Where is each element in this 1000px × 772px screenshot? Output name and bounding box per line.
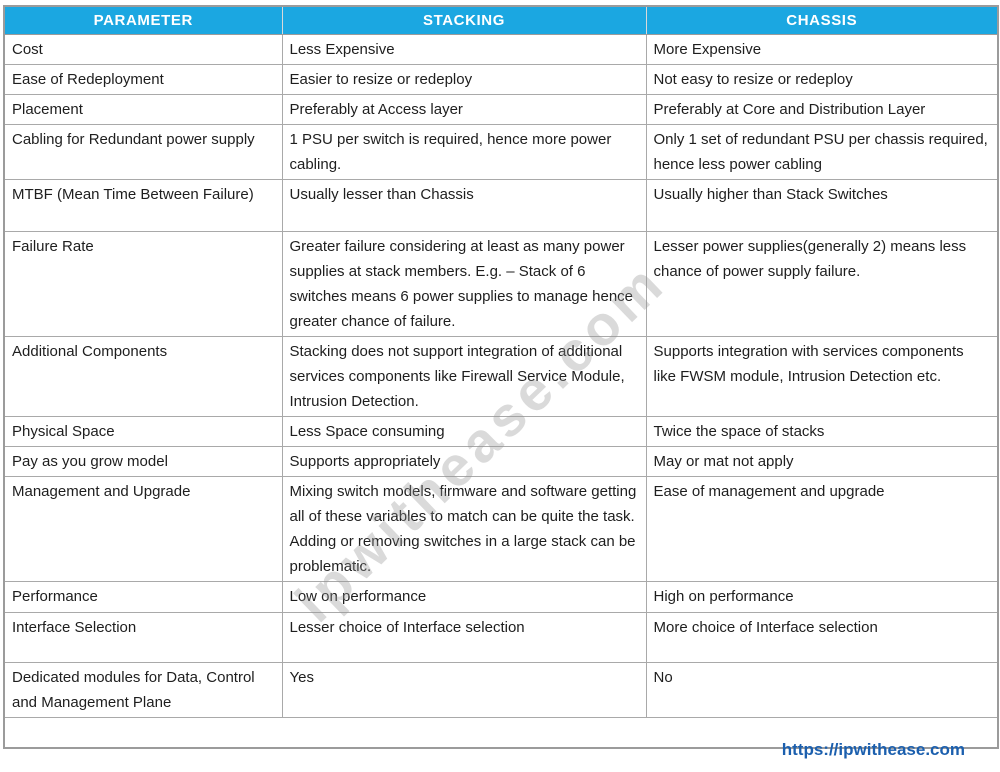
header-stacking: STACKING [281,5,647,35]
cell-stacking: Yes [281,661,647,718]
cell-chassis: Ease of management and upgrade [645,475,999,582]
table-row: MTBF (Mean Time Between Failure) Usually… [3,178,999,232]
cell-parameter: Placement [3,93,283,125]
header-parameter: PARAMETER [3,5,283,35]
footer: https://ipwithease.com [782,740,965,760]
comparison-table: PARAMETER STACKING CHASSIS Cost Less Exp… [3,5,999,749]
cell-stacking: Less Expensive [281,33,647,65]
table-row: Performance Low on performance High on p… [3,580,999,613]
empty-cell [3,716,999,749]
cell-stacking: Less Space consuming [281,415,647,447]
cell-stacking: 1 PSU per switch is required, hence more… [281,123,647,180]
empty-row [3,716,999,749]
cell-stacking: Greater failure considering at least as … [281,230,647,337]
cell-chassis: No [645,661,999,718]
cell-chassis: Supports integration with services compo… [645,335,999,417]
table-row: Ease of Redeployment Easier to resize or… [3,63,999,95]
cell-parameter: Pay as you grow model [3,445,283,477]
table-row: Placement Preferably at Access layer Pre… [3,93,999,125]
table-row: Additional Components Stacking does not … [3,335,999,417]
cell-chassis: May or mat not apply [645,445,999,477]
cell-chassis: Preferably at Core and Distribution Laye… [645,93,999,125]
cell-stacking: Easier to resize or redeploy [281,63,647,95]
cell-parameter: Interface Selection [3,611,283,663]
cell-parameter: Cabling for Redundant power supply [3,123,283,180]
header-chassis: CHASSIS [645,5,999,35]
table-row: Cabling for Redundant power supply 1 PSU… [3,123,999,180]
table-row: Interface Selection Lesser choice of Int… [3,611,999,663]
cell-parameter: Failure Rate [3,230,283,337]
cell-chassis: Twice the space of stacks [645,415,999,447]
cell-parameter: MTBF (Mean Time Between Failure) [3,178,283,232]
cell-parameter: Ease of Redeployment [3,63,283,95]
cell-parameter: Cost [3,33,283,65]
cell-parameter: Management and Upgrade [3,475,283,582]
cell-stacking: Usually lesser than Chassis [281,178,647,232]
cell-stacking: Preferably at Access layer [281,93,647,125]
table-row: Failure Rate Greater failure considering… [3,230,999,337]
cell-stacking: Low on performance [281,580,647,613]
table-row: Dedicated modules for Data, Control and … [3,661,999,718]
cell-parameter: Performance [3,580,283,613]
cell-parameter: Dedicated modules for Data, Control and … [3,661,283,718]
header-row: PARAMETER STACKING CHASSIS [3,5,999,35]
cell-chassis: Not easy to resize or redeploy [645,63,999,95]
table-row: Pay as you grow model Supports appropria… [3,445,999,477]
cell-chassis: High on performance [645,580,999,613]
cell-chassis: Usually higher than Stack Switches [645,178,999,232]
table-row: Cost Less Expensive More Expensive [3,33,999,65]
table-row: Management and Upgrade Mixing switch mod… [3,475,999,582]
cell-stacking: Supports appropriately [281,445,647,477]
cell-chassis: More Expensive [645,33,999,65]
cell-stacking: Stacking does not support integration of… [281,335,647,417]
cell-stacking: Mixing switch models, firmware and softw… [281,475,647,582]
table-row: Physical Space Less Space consuming Twic… [3,415,999,447]
cell-chassis: Only 1 set of redundant PSU per chassis … [645,123,999,180]
ipwithease-link[interactable]: https://ipwithease.com [781,740,965,759]
cell-chassis: Lesser power supplies(generally 2) means… [645,230,999,337]
cell-parameter: Physical Space [3,415,283,447]
cell-chassis: More choice of Interface selection [645,611,999,663]
cell-parameter: Additional Components [3,335,283,417]
cell-stacking: Lesser choice of Interface selection [281,611,647,663]
